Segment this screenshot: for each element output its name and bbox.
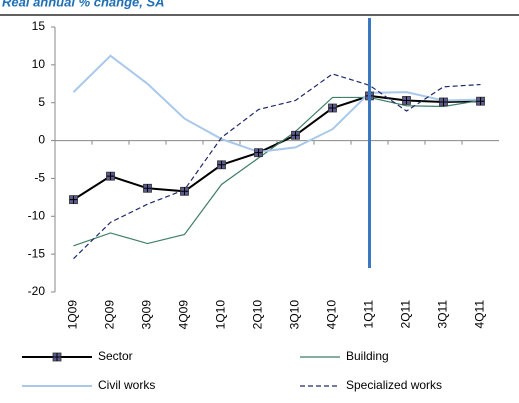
y-tick-label: -15 bbox=[28, 246, 46, 260]
x-tick-label: 1Q10 bbox=[214, 300, 228, 330]
legend-marker-cross bbox=[53, 353, 61, 361]
x-tick-label: 1Q11 bbox=[362, 300, 376, 329]
marker-cross bbox=[476, 97, 485, 106]
x-tick-label: 3Q10 bbox=[288, 300, 302, 330]
series-line bbox=[73, 73, 481, 260]
y-tick-label: 5 bbox=[38, 95, 45, 109]
y-tick-label: 10 bbox=[32, 57, 46, 71]
legend-label: Sector bbox=[98, 349, 133, 363]
x-tick-label: 3Q11 bbox=[436, 300, 450, 329]
marker-cross bbox=[402, 96, 411, 105]
marker-cross bbox=[69, 195, 78, 204]
chart-title: Real annual % change, SA bbox=[2, 0, 165, 9]
marker-cross bbox=[439, 97, 448, 106]
x-tick-label: 2Q09 bbox=[103, 300, 117, 330]
marker-cross bbox=[291, 131, 300, 140]
y-tick-label: -20 bbox=[28, 284, 46, 298]
x-tick-label: 2Q11 bbox=[399, 300, 413, 329]
y-tick-label: 0 bbox=[38, 133, 45, 147]
y-tick-label: -5 bbox=[34, 171, 45, 185]
x-tick-label: 4Q09 bbox=[177, 300, 191, 330]
marker-cross bbox=[106, 172, 115, 181]
series-line bbox=[72, 54, 481, 153]
marker-cross bbox=[143, 184, 152, 193]
x-tick-label: 3Q09 bbox=[140, 300, 154, 330]
marker-cross bbox=[328, 104, 337, 113]
y-tick-label: -10 bbox=[28, 208, 46, 222]
x-tick-label: 2Q10 bbox=[251, 300, 265, 330]
marker-cross bbox=[217, 160, 226, 169]
series-line bbox=[72, 94, 481, 201]
marker-cross bbox=[254, 148, 263, 157]
legend-label: Civil works bbox=[98, 378, 155, 392]
x-tick-label: 4Q11 bbox=[473, 300, 487, 329]
x-tick-label: 4Q10 bbox=[325, 300, 339, 330]
marker-cross bbox=[180, 187, 189, 196]
x-tick-label: 1Q09 bbox=[66, 300, 80, 330]
legend-label: Building bbox=[346, 349, 389, 363]
series-line bbox=[73, 96, 481, 247]
y-tick-label: 15 bbox=[32, 19, 46, 33]
legend-label: Specialized works bbox=[346, 378, 442, 392]
